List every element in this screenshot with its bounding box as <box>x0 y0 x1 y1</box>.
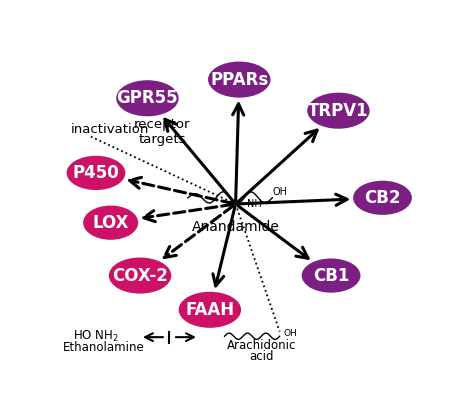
Text: Ethanolamine: Ethanolamine <box>63 341 144 354</box>
Text: OH: OH <box>283 328 297 338</box>
Ellipse shape <box>179 292 241 328</box>
Ellipse shape <box>301 259 360 292</box>
Ellipse shape <box>208 61 271 98</box>
Text: GPR55: GPR55 <box>117 89 178 107</box>
Text: CB2: CB2 <box>364 189 401 207</box>
Text: HO$\mathsf{\/\/}$NH$_2$: HO$\mathsf{\/\/}$NH$_2$ <box>73 329 119 344</box>
Ellipse shape <box>83 206 138 240</box>
Ellipse shape <box>353 181 412 215</box>
Text: LOX: LOX <box>92 214 129 231</box>
Ellipse shape <box>116 80 179 116</box>
Text: receptor
targets: receptor targets <box>134 118 191 147</box>
Text: NH: NH <box>246 199 261 209</box>
Text: PPARs: PPARs <box>210 71 268 88</box>
Ellipse shape <box>66 156 125 190</box>
Text: acid: acid <box>249 350 273 363</box>
Text: inactivation: inactivation <box>70 123 149 136</box>
Text: FAAH: FAAH <box>185 301 235 319</box>
Text: Arachidonic: Arachidonic <box>227 339 296 352</box>
Ellipse shape <box>307 93 370 129</box>
Text: P450: P450 <box>73 164 119 182</box>
Ellipse shape <box>109 257 171 294</box>
Text: OH: OH <box>272 187 287 197</box>
Text: COX-2: COX-2 <box>112 267 168 284</box>
Text: CB1: CB1 <box>313 267 349 284</box>
Text: Anandamide: Anandamide <box>191 220 280 234</box>
Text: TRPV1: TRPV1 <box>308 102 369 120</box>
